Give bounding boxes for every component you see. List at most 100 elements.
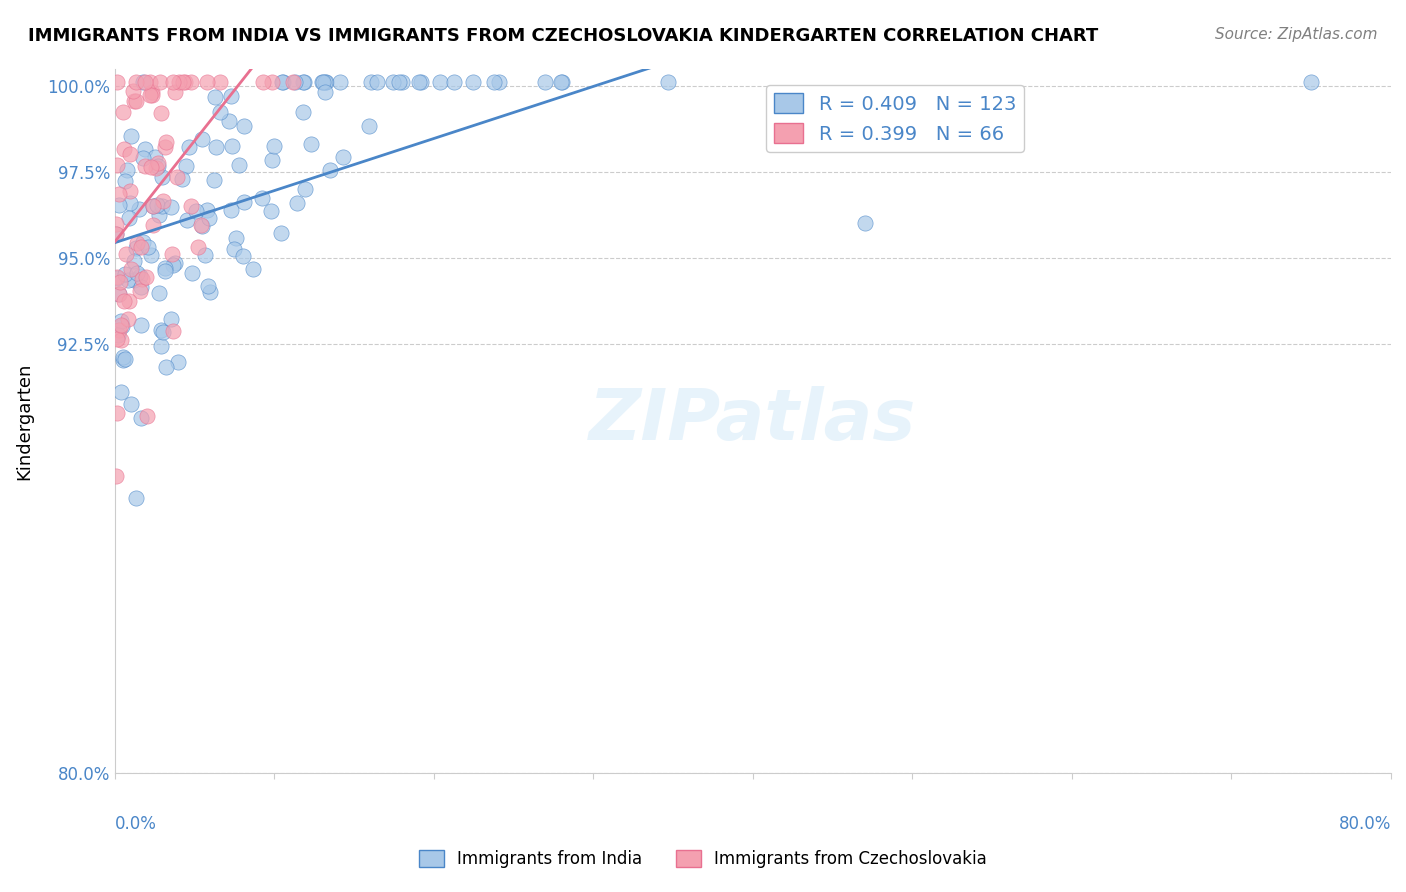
Point (232, 249, 254, 263)
Point (134, 159, 156, 173)
Point (166, 354, 188, 368)
Point (225, 231, 247, 245)
Point (143, 150, 166, 164)
Point (117, 273, 139, 287)
Point (174, 75, 197, 89)
Point (285, 196, 308, 211)
Point (484, 75, 506, 89)
Point (181, 266, 204, 280)
Point (329, 75, 352, 89)
Point (314, 75, 336, 89)
Point (134, 142, 156, 156)
Point (197, 279, 219, 293)
Point (853, 216, 876, 230)
Point (114, 351, 136, 366)
Point (167, 75, 190, 89)
Point (194, 247, 217, 261)
Point (115, 163, 138, 178)
Point (366, 75, 388, 89)
Point (105, 158, 128, 172)
Point (134, 75, 156, 89)
Point (129, 410, 152, 425)
Point (131, 75, 153, 89)
Point (218, 114, 240, 128)
Point (160, 246, 183, 260)
Point (162, 324, 184, 338)
Point (120, 262, 142, 277)
Point (139, 75, 162, 89)
Point (172, 75, 194, 89)
Point (208, 105, 231, 120)
Point (111, 318, 134, 333)
Point (195, 202, 218, 217)
Point (180, 75, 202, 89)
Point (141, 87, 163, 102)
Point (150, 106, 173, 120)
Point (150, 339, 173, 353)
Point (149, 75, 172, 89)
Point (129, 318, 152, 333)
Point (283, 75, 305, 89)
Point (112, 351, 135, 365)
Point (142, 219, 165, 233)
Point (108, 198, 131, 212)
Point (198, 211, 221, 225)
Point (136, 240, 159, 254)
Legend: Immigrants from India, Immigrants from Czechoslovakia: Immigrants from India, Immigrants from C… (412, 843, 994, 875)
Point (131, 272, 153, 286)
Point (190, 218, 212, 232)
Point (219, 88, 242, 103)
Point (129, 284, 152, 298)
Point (166, 170, 188, 185)
Point (150, 170, 173, 185)
Point (110, 385, 132, 400)
Point (186, 204, 208, 219)
Point (120, 196, 142, 211)
Point (221, 138, 243, 153)
Point (139, 161, 162, 175)
Point (204, 90, 226, 104)
Point (292, 75, 315, 89)
Point (110, 333, 132, 347)
Point (551, 75, 574, 89)
Point (107, 186, 129, 201)
Text: IMMIGRANTS FROM INDIA VS IMMIGRANTS FROM CZECHOSLOVAKIA KINDERGARTEN CORRELATION: IMMIGRANTS FROM INDIA VS IMMIGRANTS FROM… (28, 27, 1098, 45)
Point (292, 75, 315, 89)
Point (153, 260, 176, 275)
Point (117, 293, 139, 308)
Point (176, 212, 198, 227)
Point (127, 235, 149, 250)
Point (242, 261, 264, 276)
Point (152, 199, 174, 213)
Point (657, 75, 679, 89)
Point (125, 241, 148, 255)
Point (115, 247, 138, 261)
Point (124, 94, 146, 108)
Point (141, 248, 163, 262)
Point (291, 104, 314, 119)
Point (191, 132, 214, 146)
Point (270, 227, 292, 241)
Point (360, 75, 382, 89)
Point (108, 287, 131, 301)
Point (146, 156, 169, 170)
Point (114, 268, 136, 282)
Point (107, 327, 129, 342)
Point (148, 159, 170, 173)
Point (129, 280, 152, 294)
Point (190, 219, 212, 233)
Point (391, 75, 413, 89)
Point (127, 266, 149, 280)
Point (107, 271, 129, 285)
Point (209, 75, 232, 89)
Point (429, 75, 451, 89)
Y-axis label: Kindergarten: Kindergarten (15, 362, 32, 480)
Point (332, 150, 354, 164)
Point (148, 286, 170, 301)
Point (112, 352, 135, 367)
Point (108, 323, 131, 337)
Point (160, 200, 183, 214)
Point (114, 173, 136, 187)
Point (204, 140, 226, 154)
Point (122, 273, 145, 287)
